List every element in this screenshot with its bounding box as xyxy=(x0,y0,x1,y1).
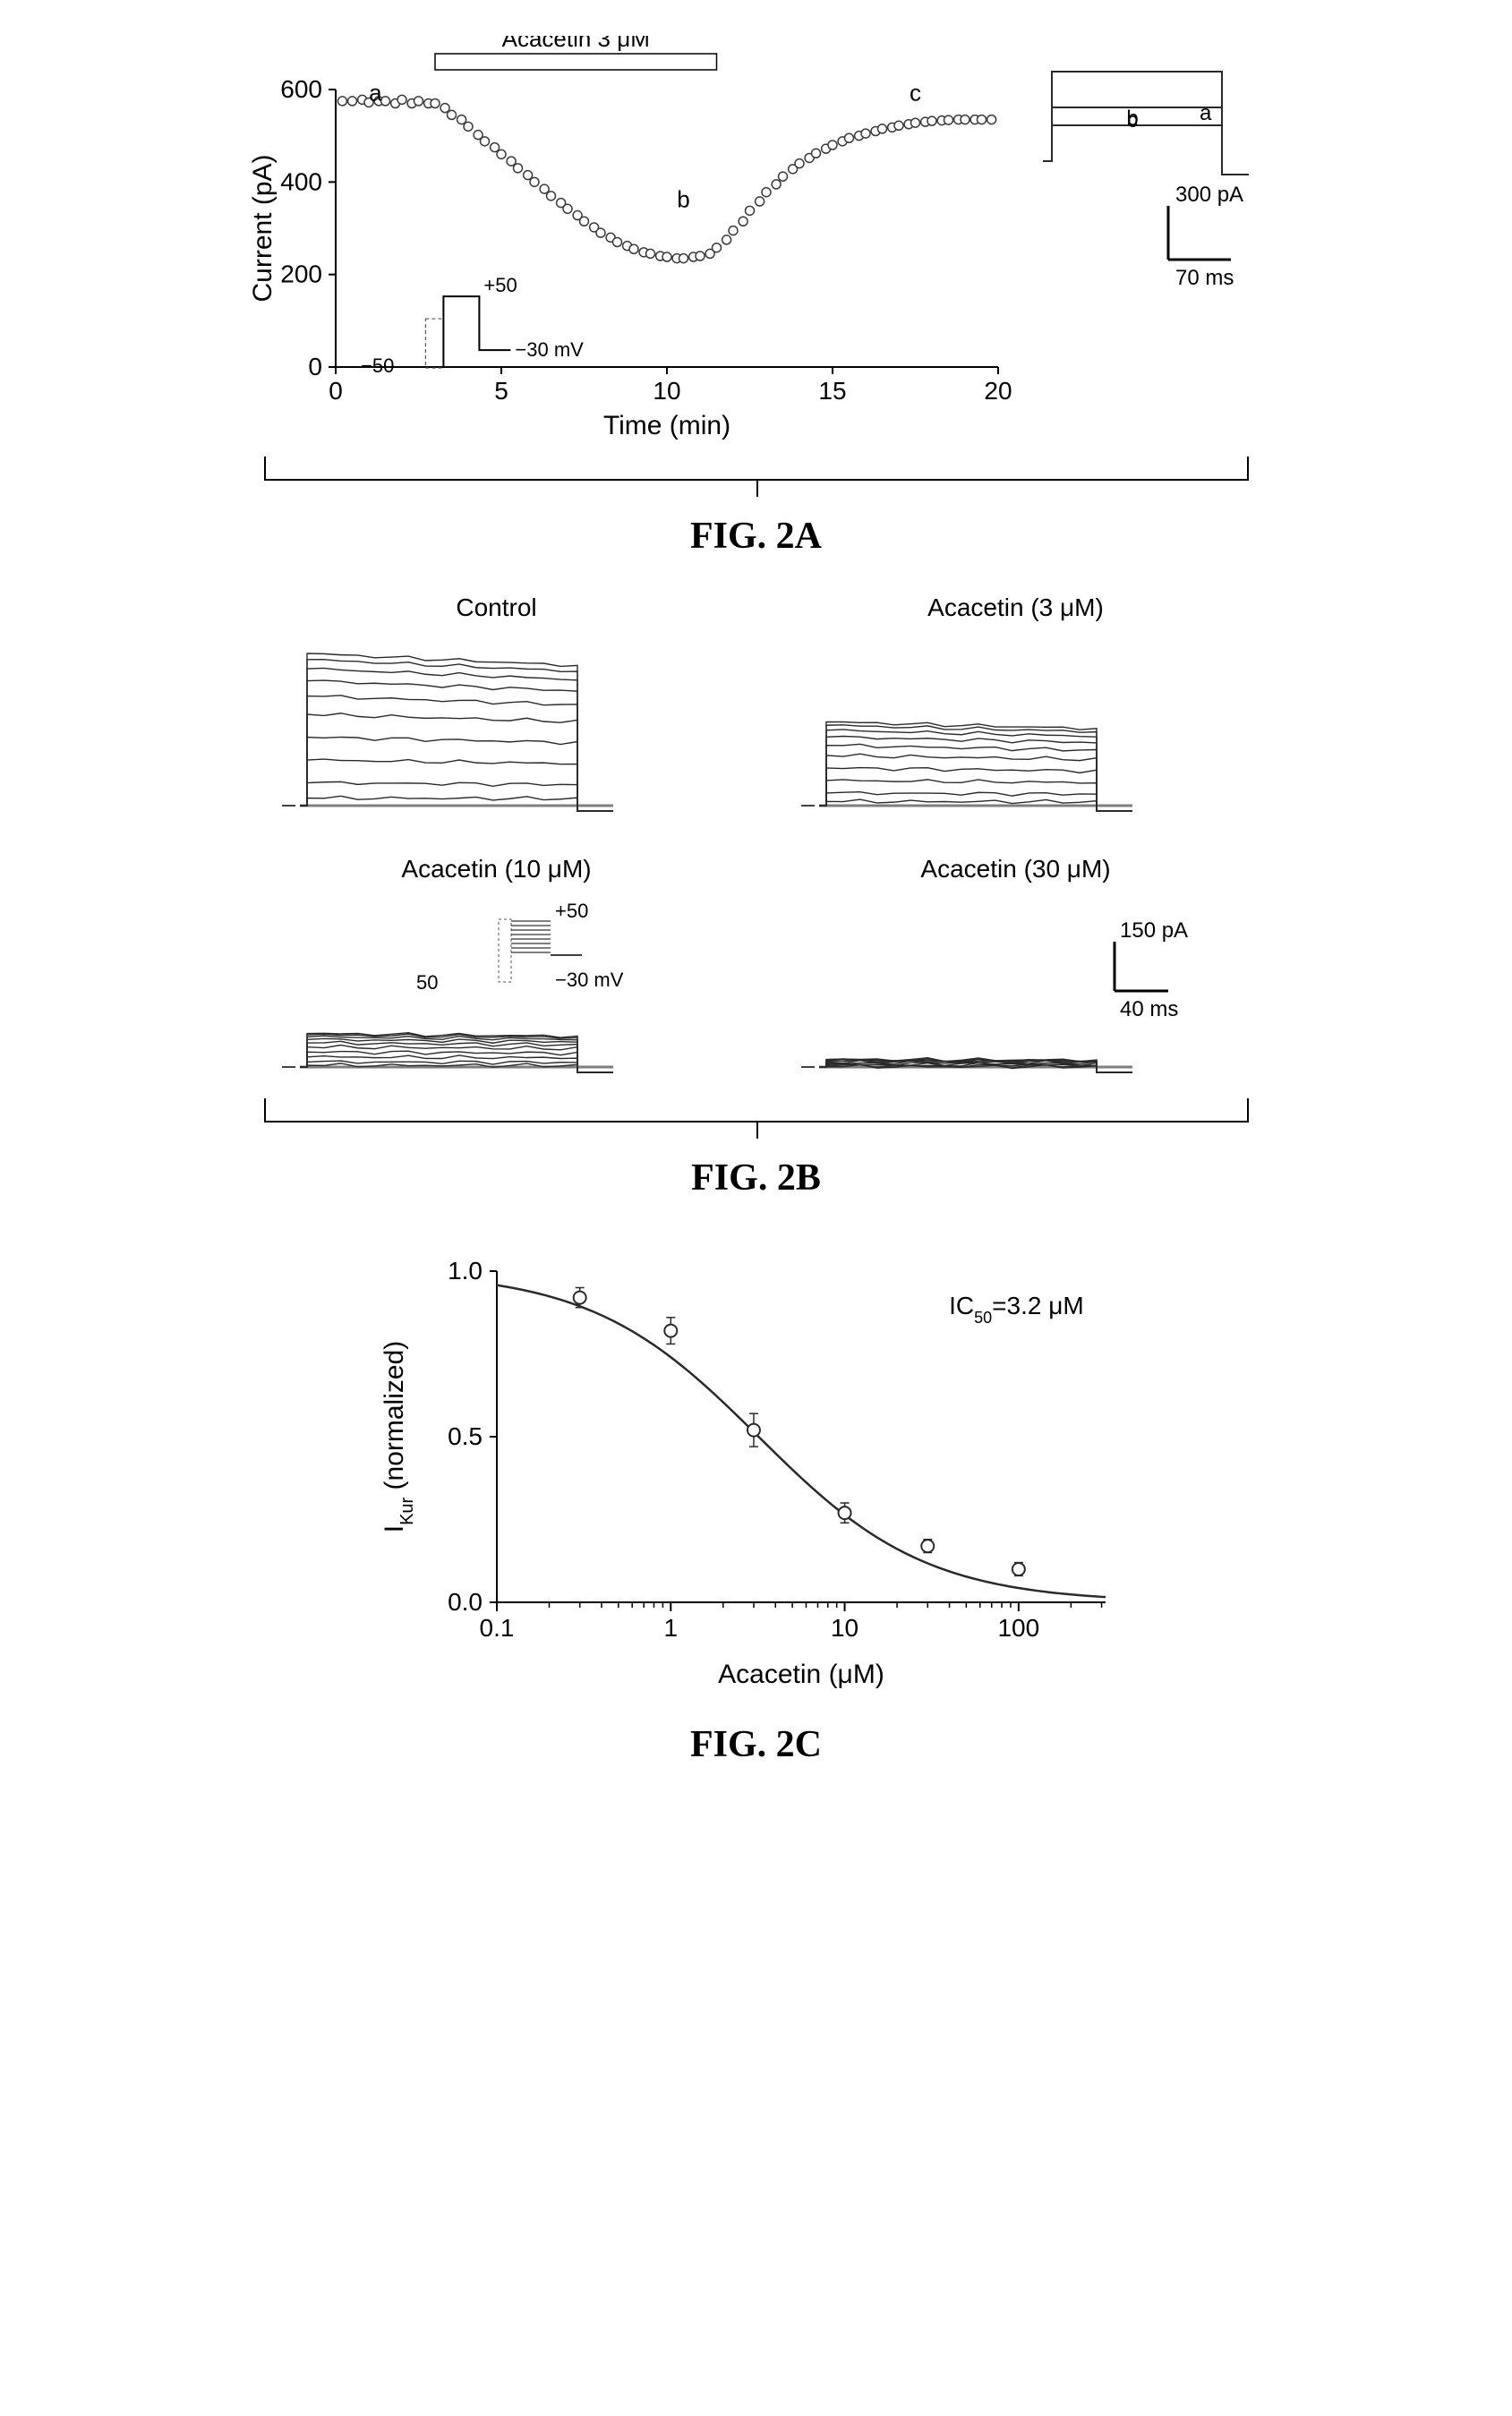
trace-svg: 150 pA 40 ms xyxy=(792,892,1240,1089)
trace-panel-title: Acacetin (3 μM) xyxy=(927,593,1104,622)
fig-2b-label: FIG. 2B xyxy=(691,1157,821,1199)
svg-text:0.0: 0.0 xyxy=(448,1588,483,1616)
figure-2b-panel: Control Acacetin (3 μM) Acacetin (10 μM) +5… xyxy=(264,593,1249,1199)
svg-text:400: 400 xyxy=(280,167,322,195)
svg-text:1.0: 1.0 xyxy=(448,1257,483,1285)
figure-2a-panel: 051015200200400600Time (min)Current (pA)… xyxy=(246,36,1267,558)
svg-text:c: c xyxy=(910,80,921,107)
svg-text:Acacetin 3 μM: Acacetin 3 μM xyxy=(501,36,649,52)
svg-text:b: b xyxy=(677,186,689,213)
fig-2b-trace-panel: Acacetin (3 μM) xyxy=(783,593,1249,828)
svg-text:IKur (normalized): IKur (normalized) xyxy=(380,1341,417,1533)
svg-text:1: 1 xyxy=(663,1614,678,1642)
svg-text:70 ms: 70 ms xyxy=(1175,266,1234,290)
trace-panel-title: Acacetin (30 μM) xyxy=(920,855,1110,884)
fig-2a-content: 051015200200400600Time (min)Current (pA)… xyxy=(246,36,1267,448)
svg-text:a: a xyxy=(369,80,382,107)
fig-2b-bracket xyxy=(264,1098,1249,1134)
svg-text:5: 5 xyxy=(494,377,508,405)
svg-text:0: 0 xyxy=(308,353,322,380)
fig-2a-label: FIG. 2A xyxy=(690,515,822,558)
svg-text:150 pA: 150 pA xyxy=(1120,918,1188,943)
fig-2b-trace-panel: Acacetin (10 μM) +50 −30 mV 50 xyxy=(264,855,730,1089)
trace-svg xyxy=(273,631,721,828)
svg-text:−30 mV: −30 mV xyxy=(515,338,584,361)
svg-text:0.5: 0.5 xyxy=(448,1422,483,1450)
svg-text:40 ms: 40 ms xyxy=(1120,997,1178,1021)
fig-2b-grid: Control Acacetin (3 μM) Acacetin (10 μM) +5… xyxy=(264,593,1249,1089)
svg-text:−30 mV: −30 mV xyxy=(555,969,624,991)
svg-text:−50: −50 xyxy=(361,354,394,377)
fig-2c-label: FIG. 2C xyxy=(690,1723,822,1766)
fig-2a-bracket xyxy=(264,457,1249,492)
svg-text:10: 10 xyxy=(653,377,680,405)
figure-2c-panel: 0.0 0.5 1.0 0.1 1 10 100 Acacetin (μM) IKur (nor… xyxy=(354,1235,1159,1766)
svg-text:0: 0 xyxy=(329,377,343,405)
fig-2a-inset-traces: acb300 pA70 ms xyxy=(1034,36,1267,322)
trace-svg xyxy=(792,631,1240,828)
svg-text:Time (min): Time (min) xyxy=(602,411,730,440)
svg-text:100: 100 xyxy=(997,1614,1039,1642)
svg-text:IC50=3.2 μM: IC50=3.2 μM xyxy=(949,1292,1084,1327)
svg-text:15: 15 xyxy=(818,377,846,405)
svg-text:+50: +50 xyxy=(555,900,588,922)
svg-text:b: b xyxy=(1126,107,1138,131)
svg-text:300 pA: 300 pA xyxy=(1175,183,1243,207)
trace-panel-title: Control xyxy=(456,593,536,622)
fig-2b-trace-panel: Acacetin (30 μM) 150 pA 40 ms xyxy=(783,855,1249,1089)
trace-svg: +50 −30 mV 50 xyxy=(273,892,721,1089)
fig-2c-chart: 0.0 0.5 1.0 0.1 1 10 100 Acacetin (μM) IKur (nor… xyxy=(354,1235,1159,1701)
svg-text:600: 600 xyxy=(280,75,322,103)
svg-text:200: 200 xyxy=(280,260,322,288)
svg-text:Acacetin (μM): Acacetin (μM) xyxy=(718,1660,884,1689)
svg-text:50: 50 xyxy=(416,971,438,994)
fig-2a-chart: 051015200200400600Time (min)Current (pA)… xyxy=(246,36,1016,448)
trace-panel-title: Acacetin (10 μM) xyxy=(401,855,591,884)
svg-text:10: 10 xyxy=(830,1614,858,1642)
svg-text:20: 20 xyxy=(984,377,1012,405)
svg-text:0.1: 0.1 xyxy=(479,1614,514,1642)
svg-text:+50: +50 xyxy=(483,274,517,296)
fig-2b-trace-panel: Control xyxy=(264,593,730,828)
svg-text:Current (pA): Current (pA) xyxy=(248,154,278,302)
svg-text:a: a xyxy=(1200,101,1212,125)
